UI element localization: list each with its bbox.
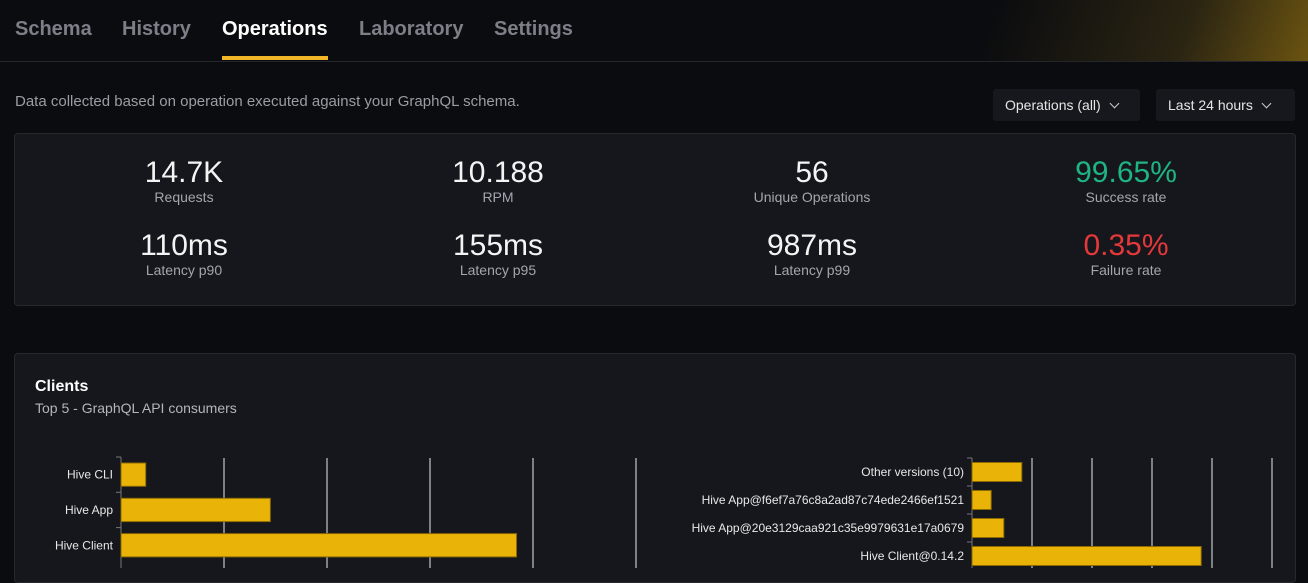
- clients-charts: Hive CLI Hive App Hive Client Other version…: [55, 456, 1273, 568]
- operations-filter-label: Operations (all): [1005, 97, 1101, 113]
- stat-label: RPM: [482, 189, 514, 205]
- stat-label: Unique Operations: [753, 189, 871, 205]
- stat-latency-p90: 110ms Latency p90: [34, 229, 334, 278]
- page-description: Data collected based on operation execut…: [15, 93, 520, 110]
- tab-settings[interactable]: Settings: [494, 18, 573, 40]
- stat-value: 14.7K: [144, 156, 224, 189]
- bar: [120, 497, 271, 523]
- stat-rpm: 10.188 RPM: [348, 156, 648, 205]
- bar-label: Hive App: [65, 503, 113, 517]
- stats-card: 14.7K Requests 10.188 RPM 56 Unique Operati…: [14, 133, 1296, 306]
- stat-requests: 14.7K Requests: [34, 156, 334, 205]
- bar-label: Hive CLI: [67, 468, 113, 482]
- bar: [971, 490, 992, 510]
- period-filter-dropdown[interactable]: Last 24 hours: [1156, 89, 1295, 121]
- stat-latency-p95: 155ms Latency p95: [348, 229, 648, 278]
- stat-value: 10.188: [452, 156, 544, 189]
- clients-subtitle: Top 5 - GraphQL API consumers: [35, 400, 237, 416]
- stat-value: 56: [795, 156, 829, 189]
- clients-title: Clients: [35, 378, 89, 395]
- tab-operations[interactable]: Operations: [222, 18, 328, 60]
- stat-value: 99.65%: [1075, 156, 1177, 189]
- stat-label: Requests: [154, 189, 214, 205]
- bar: [971, 518, 1005, 538]
- bar-label: Hive App@f6ef7a76c8a2ad87c74ede2466ef152…: [702, 493, 965, 507]
- tab-schema[interactable]: Schema: [15, 18, 92, 40]
- stat-value: 987ms: [766, 229, 858, 262]
- stat-label: Latency p90: [145, 262, 223, 278]
- tab-history[interactable]: History: [122, 18, 191, 40]
- stat-value: 110ms: [140, 229, 228, 262]
- bar: [120, 533, 518, 558]
- operations-filter-dropdown[interactable]: Operations (all): [993, 89, 1140, 121]
- stat-label: Latency p99: [773, 262, 851, 278]
- bar: [971, 546, 1202, 566]
- bar: [971, 462, 1023, 482]
- bar-label: Hive Client@0.14.2: [860, 549, 964, 563]
- stat-value: 155ms: [452, 229, 544, 262]
- bar-label: Hive Client: [55, 538, 114, 552]
- stat-failure-rate: 0.35% Failure rate: [976, 229, 1276, 278]
- bar-label: Hive App@20e3129caa921c35e9979631e17a067…: [692, 521, 965, 535]
- bar-label: Other versions (10): [861, 465, 964, 479]
- stat-success-rate: 99.65% Success rate: [976, 156, 1276, 205]
- tab-laboratory[interactable]: Laboratory: [359, 18, 464, 40]
- period-filter-label: Last 24 hours: [1168, 97, 1253, 113]
- top-nav: Schema History Operations Laboratory Set…: [0, 0, 1308, 62]
- stat-label: Latency p95: [459, 262, 537, 278]
- stat-unique-operations: 56 Unique Operations: [662, 156, 962, 205]
- stat-label: Failure rate: [1090, 262, 1162, 278]
- stat-value: 0.35%: [1083, 229, 1169, 262]
- stat-label: Success rate: [1085, 189, 1167, 205]
- stat-latency-p99: 987ms Latency p99: [662, 229, 962, 278]
- bar: [120, 462, 147, 487]
